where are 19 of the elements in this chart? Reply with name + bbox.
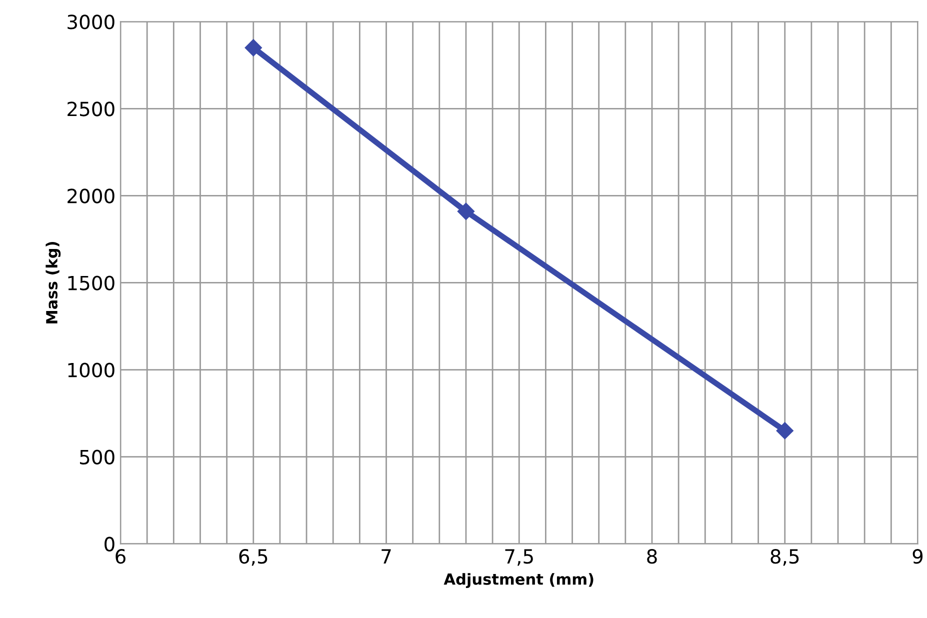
x-tick-label: 9 <box>912 549 923 564</box>
y-axis-title: Mass (kg) <box>46 242 61 324</box>
point <box>244 39 262 56</box>
x-tick-label: 7 <box>382 549 391 564</box>
y-tick-label: 0 <box>104 536 114 552</box>
y-tick-label: 2500 <box>68 102 114 116</box>
y-tick-label: 2000 <box>68 188 114 204</box>
x-tick-label: 8 <box>647 549 657 564</box>
y-tick-label: 500 <box>80 450 114 464</box>
x-tick-label: 7,5 <box>505 549 533 566</box>
point <box>776 422 794 440</box>
x-axis-title: Adjustment (mm) <box>444 573 594 588</box>
y-tick-label: 3000 <box>68 14 114 30</box>
y-tick-label: 1000 <box>68 362 114 378</box>
x-tick-label: 8,5 <box>770 549 799 566</box>
point <box>457 202 475 220</box>
x-tick-label: 6 <box>116 549 126 564</box>
y-tick-label: 1500 <box>68 276 114 290</box>
x-tick-label: 6,5 <box>239 549 268 566</box>
